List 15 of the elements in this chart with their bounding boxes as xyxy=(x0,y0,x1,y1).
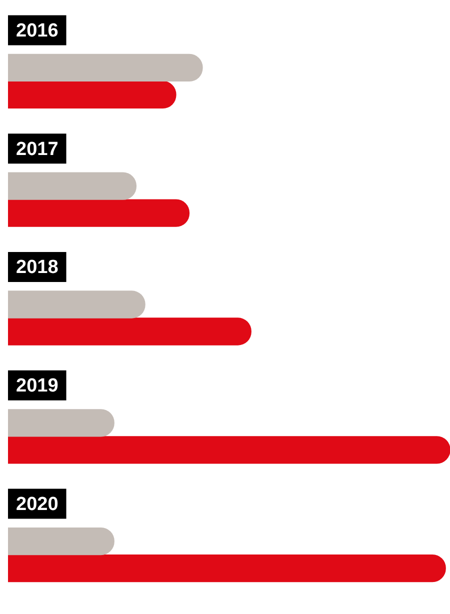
y-tick-label: 2018 xyxy=(16,257,58,278)
bar xyxy=(8,80,176,109)
bar xyxy=(8,172,137,200)
bar xyxy=(8,527,114,556)
bar xyxy=(8,318,252,346)
bar xyxy=(8,436,450,464)
bar xyxy=(8,554,446,582)
bar xyxy=(8,54,203,82)
y-tick-label: 2017 xyxy=(16,138,58,160)
y-tick-label: 2020 xyxy=(16,494,58,516)
y-tick-label: 2019 xyxy=(16,376,58,397)
bar xyxy=(8,290,146,318)
y-tick-label: 2016 xyxy=(16,20,58,42)
bar xyxy=(8,409,114,437)
bar xyxy=(8,199,190,227)
